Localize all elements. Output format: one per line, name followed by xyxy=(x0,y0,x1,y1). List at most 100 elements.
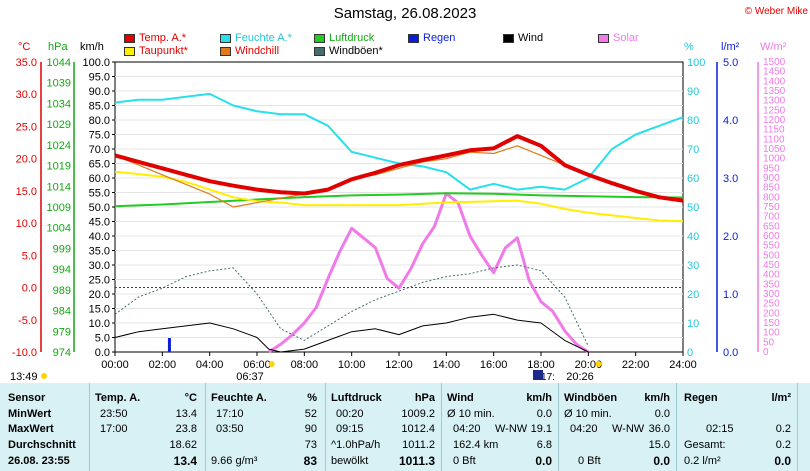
temp-tick-label: -10.0 xyxy=(12,347,37,359)
rain-tick-label: 0.0 xyxy=(723,347,738,359)
table-cell: 04:20 xyxy=(570,423,598,435)
time-tick-label: 22:00 xyxy=(622,359,650,371)
wind-tick-label: 35.0 xyxy=(89,246,110,258)
wind-tick-label: 25.0 xyxy=(89,275,110,287)
weather-chart: 35.0 30.0 25.0 20.0 15.0 10.0 5.0 0.0 -5.0 -10.0 1… xyxy=(10,57,786,383)
humidity-tick-label: 90 xyxy=(687,86,699,98)
table-cell: Ø 10 min. xyxy=(447,408,495,420)
solar-tick-label: 50 xyxy=(763,337,775,348)
table-cell: 1012.4 xyxy=(401,423,435,435)
time-tick-label: 14:00 xyxy=(433,359,461,371)
pressure-tick-label: 989 xyxy=(53,285,71,297)
table-unit: l/m² xyxy=(771,392,791,404)
solar-tick-label: 500 xyxy=(763,250,780,261)
solar-tick-label: 150 xyxy=(763,318,780,329)
pressure-axis-unit: hPa xyxy=(48,41,68,53)
table-cell: W-NW xyxy=(495,423,528,435)
humidity-tick-label: 50 xyxy=(687,202,699,214)
table-header: Wind xyxy=(447,392,474,404)
table-col-sensor: Sensor MinWert MaxWert Durchschnitt 26.0… xyxy=(0,383,90,471)
rain-axis-unit: l/m² xyxy=(721,41,740,53)
wind-tick-label: 55.0 xyxy=(89,188,110,200)
solar-tick-label: 1100 xyxy=(763,134,785,145)
wind-tick-label: 40.0 xyxy=(89,231,110,243)
table-header: Temp. A. xyxy=(95,392,141,404)
time-tick-label: 24:00 xyxy=(669,359,697,371)
wind-tick-label: 65.0 xyxy=(89,159,110,171)
solar-tick-label: 400 xyxy=(763,270,780,281)
solar-tick-label: 1050 xyxy=(763,144,786,155)
wind-tick-label: 70.0 xyxy=(89,144,110,156)
legend-item-rain: Regen xyxy=(408,32,455,44)
temp-tick-label: 15.0 xyxy=(16,186,37,198)
series-line-windb-en xyxy=(114,264,589,347)
solar-tick-label: 250 xyxy=(763,299,780,310)
pressure-tick-label: 1034 xyxy=(47,98,71,110)
table-cell: 0 Bft xyxy=(453,455,476,467)
table-unit: km/h xyxy=(644,392,670,404)
pressure-tick-label: 1004 xyxy=(47,223,71,235)
solar-tick-label: 900 xyxy=(763,173,780,184)
table-header: Regen xyxy=(684,392,718,404)
table-cell: 0.2 l/m² xyxy=(684,455,721,467)
solar-tick-label: 600 xyxy=(763,231,780,242)
pressure-tick-label: 1044 xyxy=(47,57,71,69)
legend-swatch xyxy=(503,33,514,43)
time-tick-label: 08:00 xyxy=(291,359,319,371)
table-cell: bewölkt xyxy=(331,455,369,467)
solar-tick-label: 1200 xyxy=(763,115,786,126)
table-col-rain: Regen l/m² 02:15 0.2 Gesamt: 0.2 0.2 l/m… xyxy=(676,383,798,471)
legend-item-wind: Wind xyxy=(503,32,543,44)
legend-label: Wind xyxy=(518,32,544,44)
table-cell: W-NW xyxy=(612,423,645,435)
legend-item-windchill: Windchill xyxy=(220,45,279,57)
table-col-wind: Wind km/h Ø 10 min. 0.0 04:20 W-NW 19.1 … xyxy=(441,383,559,471)
table-row-label: MinWert xyxy=(8,408,52,420)
humidity-tick-label: 0 xyxy=(687,347,693,359)
sunrise-label: 06:37 xyxy=(236,371,264,383)
sunset-icon xyxy=(595,361,602,367)
time-tick-label: 10:00 xyxy=(338,359,366,371)
pressure-tick-label: 1014 xyxy=(47,181,71,193)
moon-label: 17: xyxy=(541,372,555,383)
solar-tick-label: 1500 xyxy=(763,57,786,68)
pressure-tick-label: 979 xyxy=(53,326,71,338)
table-cell: 0 Bft xyxy=(578,455,601,467)
legend-item-gusts: Windböen* xyxy=(314,45,383,57)
table-header: Luftdruck xyxy=(331,392,382,404)
pressure-tick-label: 1019 xyxy=(47,161,71,173)
solar-tick-label: 0 xyxy=(763,347,769,358)
solar-tick-label: 1300 xyxy=(763,96,786,107)
humidity-tick-label: 70 xyxy=(687,144,699,156)
wind-tick-label: 50.0 xyxy=(89,202,110,214)
table-cell: 52 xyxy=(304,408,317,420)
wind-tick-label: 75.0 xyxy=(89,130,110,142)
solar-tick-label: 300 xyxy=(763,289,780,300)
table-cell: 1011.2 xyxy=(402,439,435,451)
table-cell: 19.1 xyxy=(530,423,552,435)
wind-tick-label: 0.0 xyxy=(95,347,110,359)
credit-label[interactable]: © Weber Mike xyxy=(744,6,808,17)
table-cell: 1009.2 xyxy=(401,408,435,420)
table-cell: 36.0 xyxy=(648,423,670,435)
humidity-tick-label: 10 xyxy=(687,318,699,330)
humidity-tick-label: 20 xyxy=(687,289,699,301)
pressure-tick-label: 974 xyxy=(53,347,71,359)
legend-label: Regen xyxy=(423,32,456,44)
humidity-tick-label: 40 xyxy=(687,231,699,243)
table-cell: 6.8 xyxy=(536,439,552,451)
temp-tick-label: -5.0 xyxy=(18,315,37,327)
legend-label: Solar xyxy=(613,32,639,44)
solar-tick-label: 1000 xyxy=(763,154,786,165)
legend-swatch xyxy=(598,33,609,43)
legend-label: Taupunkt* xyxy=(139,45,188,57)
series-line-solar xyxy=(267,192,590,354)
table-cell: 09:15 xyxy=(336,423,364,435)
temp-tick-label: 0.0 xyxy=(22,283,37,295)
time-tick-label: 02:00 xyxy=(149,359,177,371)
table-col-pressure: Luftdruck hPa 00:20 1009.2 09:15 1012.4 … xyxy=(325,383,442,471)
humidity-tick-label: 60 xyxy=(687,173,699,185)
pressure-tick-label: 999 xyxy=(53,243,71,255)
solar-tick-label: 450 xyxy=(763,260,780,271)
table-row-label: Durchschnitt xyxy=(8,439,76,451)
